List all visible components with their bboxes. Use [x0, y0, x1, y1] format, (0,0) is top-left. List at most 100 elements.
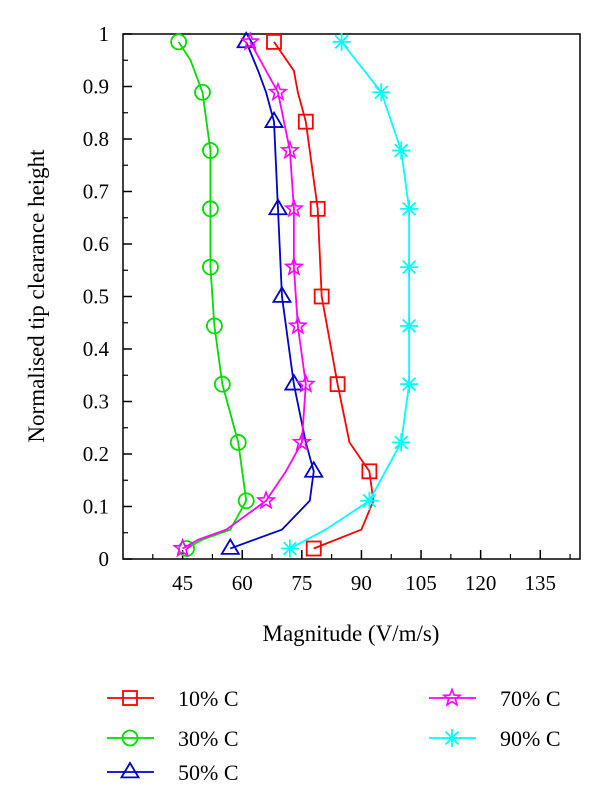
- data-point-marker: [280, 539, 299, 558]
- y-tick-label: 0.7: [83, 180, 109, 204]
- legend-label: 10% C: [178, 686, 239, 711]
- asterisk-stroke: [444, 730, 460, 746]
- data-point-marker: [287, 315, 309, 335]
- data-point-marker: [205, 317, 223, 335]
- legend-item: 10% C: [107, 686, 239, 711]
- data-point-marker: [329, 376, 346, 393]
- data-point-marker: [213, 375, 231, 393]
- series-line: [177, 41, 248, 550]
- data-point-marker: [295, 373, 317, 393]
- data-point-marker: [202, 142, 219, 159]
- series-70-c: [172, 31, 317, 558]
- y-tick-label: 0.8: [83, 127, 109, 151]
- series-10-c: [266, 33, 378, 557]
- y-tick-label: 0.6: [83, 232, 109, 256]
- data-point-marker: [291, 431, 313, 452]
- data-point-marker: [194, 83, 211, 101]
- series-line: [273, 41, 375, 550]
- data-point-marker: [283, 256, 305, 276]
- y-tick-label: 0: [99, 547, 110, 571]
- y-axis-title: Normalised tip clearance height: [24, 149, 49, 443]
- y-tick-label: 0.9: [83, 75, 109, 99]
- y-axis: 0 0.1 0.2 0.3 0.4 0.5 0.6 0.7 0.8 0.9 1: [83, 22, 132, 571]
- x-axis-title: Magnitude (V/m/s): [263, 621, 440, 646]
- legend: 10% C 30% C 50% C 70% C 90% C: [107, 686, 561, 785]
- data-point-marker: [392, 433, 411, 452]
- legend-item: 70% C: [429, 686, 561, 711]
- series-50-c: [220, 31, 324, 555]
- legend-item: 30% C: [107, 726, 239, 751]
- data-point-marker: [220, 537, 241, 555]
- asterisk-stroke: [394, 143, 409, 158]
- x-tick-label: 90: [351, 571, 372, 595]
- legend-item: 50% C: [107, 760, 239, 785]
- plot-frame: [122, 33, 581, 560]
- data-point-marker: [267, 198, 289, 216]
- data-point-marker: [202, 258, 219, 276]
- data-point-marker: [172, 537, 193, 558]
- data-point-marker: [202, 200, 219, 218]
- data-point-marker: [229, 434, 247, 451]
- asterisk-stroke: [402, 260, 417, 275]
- data-point-marker: [267, 81, 289, 101]
- asterisk-stroke: [394, 435, 409, 450]
- data-point-marker: [400, 375, 419, 394]
- data-point-marker: [361, 463, 378, 480]
- x-tick-label: 75: [291, 571, 312, 595]
- y-tick-label: 0.5: [83, 285, 109, 309]
- data-point-marker: [305, 540, 322, 557]
- asterisk-stroke: [362, 493, 377, 508]
- asterisk-stroke: [334, 34, 349, 49]
- y-tick-label: 0.3: [83, 390, 109, 414]
- x-tick-label: 120: [465, 571, 497, 595]
- data-point-marker: [332, 32, 351, 51]
- legend-marker: [122, 690, 138, 706]
- series-90-c: [280, 32, 419, 558]
- asterisk-stroke: [282, 541, 297, 556]
- data-point-marker: [309, 200, 326, 217]
- legend-marker: [119, 761, 141, 779]
- data-point-marker: [170, 33, 188, 51]
- data-point-marker: [297, 113, 314, 130]
- x-tick-label: 105: [405, 571, 437, 595]
- data-point-marker: [279, 139, 301, 160]
- data-point-marker: [303, 460, 324, 478]
- data-point-marker: [239, 31, 261, 51]
- legend-label: 30% C: [178, 726, 239, 751]
- legend-marker: [121, 729, 139, 747]
- plot-area: [122, 33, 581, 560]
- legend-label: 90% C: [500, 726, 561, 751]
- legend-item: 90% C: [429, 726, 561, 751]
- data-point-marker: [400, 258, 419, 277]
- x-axis: 45 60 75 90 105 120 135: [152, 550, 571, 595]
- legend-label: 70% C: [500, 686, 561, 711]
- series-layer: [170, 31, 419, 558]
- asterisk-stroke: [402, 201, 417, 216]
- legend-label: 50% C: [178, 760, 239, 785]
- data-point-marker: [313, 288, 330, 305]
- data-point-marker: [400, 199, 419, 218]
- data-point-marker: [360, 491, 379, 510]
- data-point-marker: [283, 198, 305, 218]
- series-line: [182, 41, 307, 550]
- data-point-marker: [372, 83, 391, 102]
- data-point-marker: [271, 285, 293, 303]
- asterisk-stroke: [374, 85, 389, 100]
- data-point-marker: [263, 110, 285, 128]
- legend-marker: [443, 729, 461, 747]
- y-tick-label: 0.2: [83, 442, 109, 466]
- series-line: [229, 41, 315, 550]
- data-point-marker: [392, 141, 411, 160]
- x-tick-label: 60: [232, 571, 253, 595]
- legend-marker: [441, 687, 463, 707]
- data-point-marker: [266, 33, 282, 50]
- data-point-marker: [400, 316, 419, 335]
- y-tick-label: 1: [99, 22, 110, 46]
- x-tick-label: 135: [525, 571, 557, 595]
- asterisk-stroke: [402, 318, 417, 333]
- asterisk-stroke: [402, 377, 417, 392]
- data-point-marker: [237, 492, 255, 510]
- x-tick-label: 45: [172, 571, 193, 595]
- data-point-marker: [255, 489, 277, 510]
